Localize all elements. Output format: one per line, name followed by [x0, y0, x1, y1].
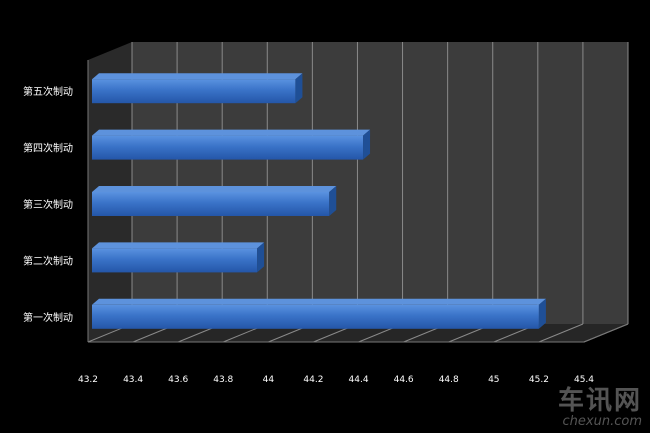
bar-end-face	[329, 186, 337, 216]
x-tick-label: 43.2	[78, 375, 98, 385]
bar-end-face	[295, 73, 303, 104]
bar-end-face	[538, 298, 546, 329]
x-tick-label: 44.2	[303, 375, 323, 385]
x-tick-label: 43.8	[213, 375, 233, 385]
bar-end-face	[363, 129, 371, 160]
bar	[92, 192, 330, 216]
bar	[92, 135, 364, 160]
x-tick-label: 43.6	[168, 375, 188, 385]
watermark-logo: 车讯网 chexun.com	[558, 387, 642, 429]
bar-top-face	[92, 129, 371, 136]
x-tick-label: 44.6	[394, 375, 414, 385]
bar-top-face	[92, 298, 546, 305]
x-axis-depth-line	[583, 323, 629, 343]
y-category-label: 第三次制动	[23, 198, 73, 211]
bar-end-face	[257, 242, 265, 273]
x-tick-label: 45	[488, 375, 499, 385]
x-tick-label: 43.4	[123, 375, 143, 385]
bar	[92, 79, 296, 104]
x-tick-label: 44.8	[439, 375, 459, 385]
y-category-label: 第一次制动	[23, 311, 73, 324]
y-category-label: 第五次制动	[23, 85, 73, 98]
x-tick-label: 44.4	[349, 375, 369, 385]
x-tick-label: 45.4	[574, 375, 594, 385]
watermark-sub: chexun.com	[562, 414, 642, 429]
watermark-main: 车讯网	[557, 386, 642, 416]
y-category-label: 第二次制动	[23, 254, 73, 267]
y-category-label: 第四次制动	[23, 142, 73, 155]
bar	[92, 304, 539, 329]
bar-top-face	[92, 242, 265, 249]
floor-gridline	[538, 323, 584, 343]
x-tick-label: 44	[263, 375, 275, 385]
bar	[92, 248, 258, 273]
bar-top-face	[92, 186, 337, 192]
bar-top-face	[92, 73, 303, 80]
x-tick-label: 45.2	[529, 375, 549, 385]
